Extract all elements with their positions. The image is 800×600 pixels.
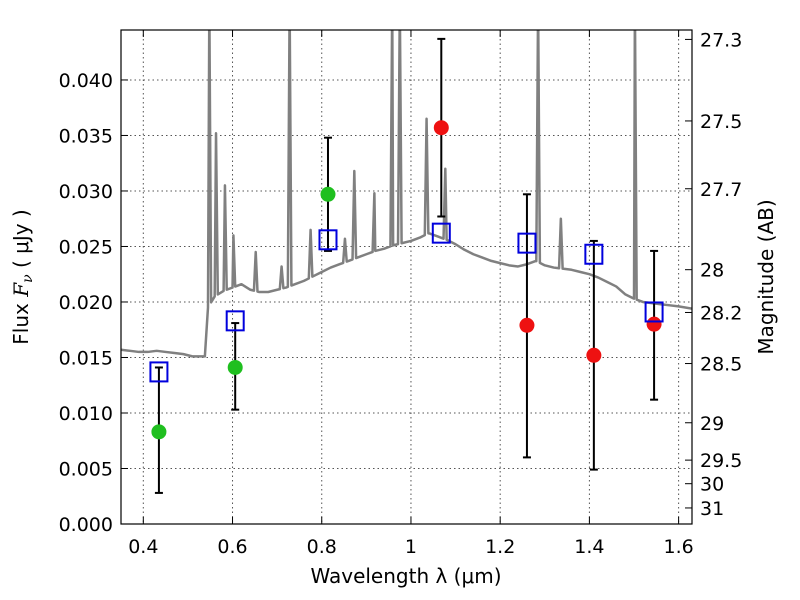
y-axis-title-subscript: ν	[20, 274, 36, 283]
y-tick-label: 0.010	[59, 403, 113, 425]
y2-tick-label: 29.5	[700, 450, 742, 472]
spectrum-layer	[121, 30, 692, 358]
red-data-point	[433, 120, 449, 136]
green-data-point	[151, 424, 167, 440]
x-tick-label: 1	[405, 536, 417, 558]
x-tick-label: 1.6	[664, 536, 694, 558]
x-axis-title: Wavelength λ (μm)	[310, 564, 501, 588]
x-tick-label: 0.4	[128, 536, 158, 558]
spectrum-line	[121, 30, 692, 358]
y-tick-label: 0.000	[59, 514, 113, 536]
model-square-marker	[517, 232, 537, 254]
y2-tick-label: 30	[700, 474, 724, 496]
y2-axis-title: Magnitude (AB)	[754, 199, 778, 354]
y-tick-label: 0.040	[59, 70, 113, 92]
x-tick-label: 0.8	[307, 536, 337, 558]
plot-background	[121, 30, 692, 524]
red-data-point	[646, 316, 662, 332]
red-data-point	[519, 317, 535, 333]
y2-tick-label: 31	[700, 498, 724, 520]
x-tick-label: 1.2	[485, 536, 515, 558]
y-axis-title-unit: ( μJy )	[9, 209, 33, 274]
y-tick-label: 0.025	[59, 236, 113, 258]
green-data-point	[227, 359, 243, 375]
model-square-marker	[225, 310, 245, 332]
model-square-marker	[149, 361, 169, 383]
y2-tick-label: 29	[700, 413, 724, 435]
y2-tick-label: 28.2	[700, 302, 742, 324]
y-tick-label: 0.030	[59, 181, 113, 203]
plot-frame	[120, 29, 693, 525]
y-axis-title-symbol: F	[9, 282, 33, 298]
model-square-marker	[431, 222, 451, 244]
y2-tick-label: 27.7	[700, 179, 742, 201]
y-axis-title-prefix: Flux	[9, 297, 33, 345]
y-tick-label: 0.015	[59, 347, 113, 369]
y2-tick-label: 27.3	[700, 29, 742, 51]
green-data-point	[320, 186, 336, 202]
model-square-marker	[584, 243, 604, 265]
y2-tick-label: 28.5	[700, 354, 742, 376]
x-axis-ticks: 0.4 0.6 0.8 1 1.2 1.4 1.6	[128, 30, 694, 558]
y2-tick-label: 28	[700, 260, 724, 282]
y-tick-label: 0.020	[59, 292, 113, 314]
model-square-marker	[644, 301, 664, 323]
y-axis-title: Flux Fν ( μJy )	[9, 209, 36, 344]
y-axis-ticks: 0.000 0.005 0.010 0.015 0.020 0.025 0.030 0.035…	[59, 70, 128, 536]
model-square-marker	[318, 229, 338, 251]
red-data-point	[586, 347, 602, 363]
x-tick-label: 0.6	[217, 536, 247, 558]
y-tick-label: 0.005	[59, 458, 113, 480]
x-tick-label: 1.4	[574, 536, 604, 558]
marker-layer	[149, 120, 664, 440]
y2-tick-label: 27.5	[700, 111, 742, 133]
y-tick-label: 0.035	[59, 125, 113, 147]
